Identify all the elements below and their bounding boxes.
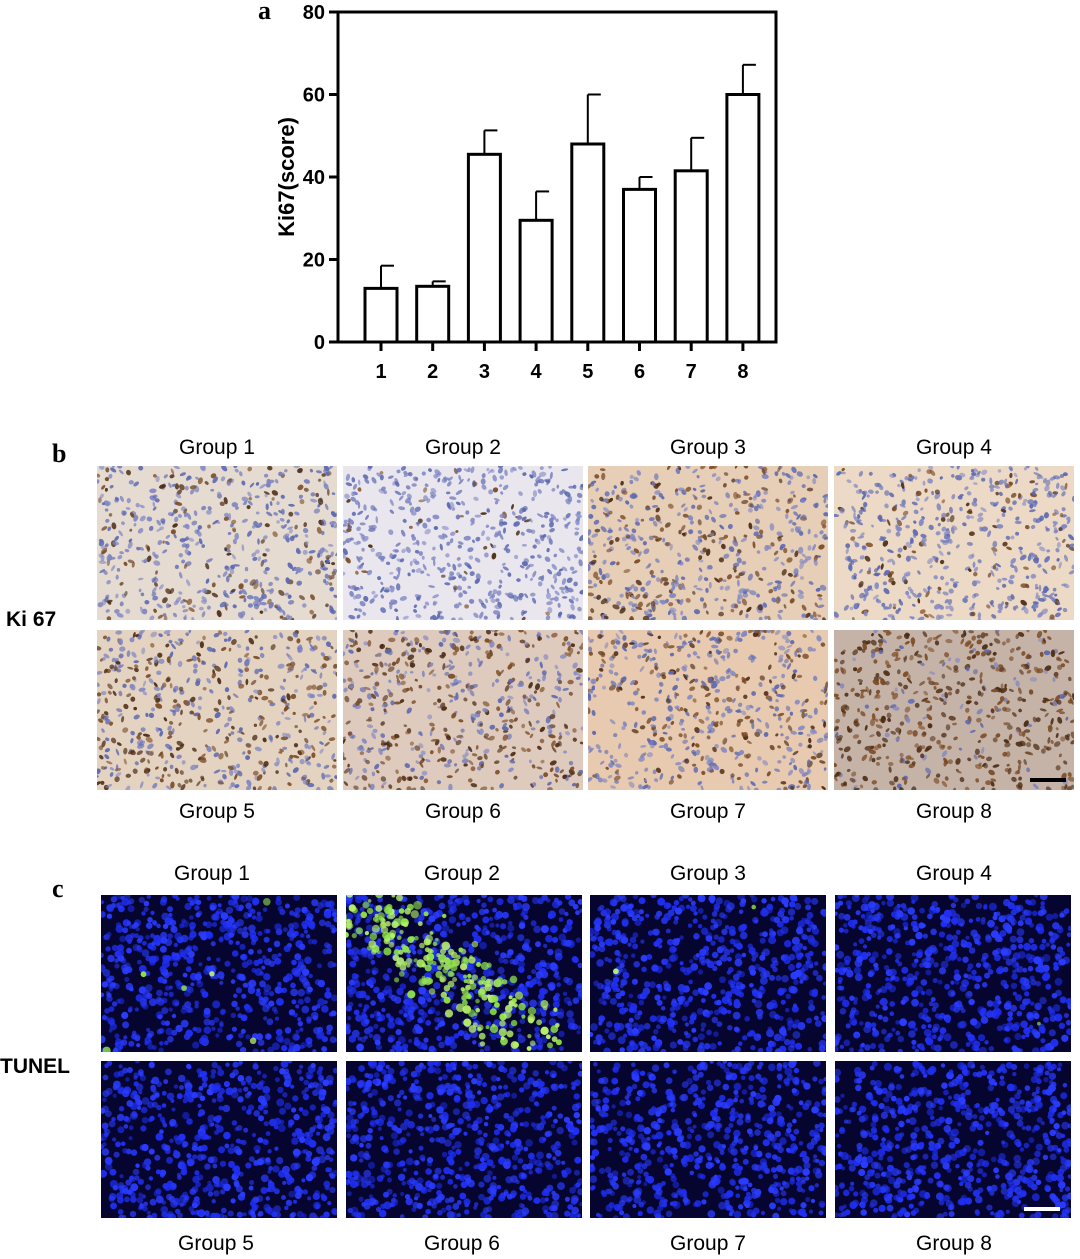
tunel-image-group-6 (346, 1061, 582, 1218)
micrograph-texture (343, 630, 583, 790)
tunel-row-label: TUNEL (0, 1055, 70, 1078)
y-tick-label: 40 (303, 167, 325, 189)
micrograph-texture (588, 630, 828, 790)
x-tick-label: 7 (686, 361, 697, 383)
panel-b-letter: b (52, 439, 67, 468)
micrograph-texture (343, 466, 583, 620)
tunel-image-group-8 (835, 1061, 1071, 1218)
x-tick-label: 3 (479, 361, 490, 383)
fluorescence-texture (346, 895, 582, 1052)
y-tick-label: 80 (303, 2, 325, 24)
tunel-bottom-label-7: Group 7 (670, 1232, 746, 1255)
ki67-bottom-label-7: Group 7 (670, 800, 746, 823)
y-tick-label: 60 (303, 85, 325, 107)
tunel-scale-bar (1024, 1207, 1060, 1211)
tunel-image-group-7 (590, 1061, 826, 1218)
ki67-image-group-3 (588, 466, 828, 620)
chart-frame (336, 10, 778, 344)
x-tick-label: 6 (634, 361, 645, 383)
y-tick-label: 0 (314, 332, 325, 354)
x-tick-label: 1 (375, 361, 386, 383)
tunel-image-group-3 (590, 895, 826, 1052)
fluorescence-texture (101, 1061, 337, 1218)
fluorescence-texture (835, 895, 1071, 1052)
y-tick-label: 20 (303, 250, 325, 272)
ki67-image-group-1 (97, 466, 337, 620)
x-tick-label: 4 (531, 361, 543, 383)
tunel-top-label-1: Group 1 (174, 862, 250, 885)
bar-7 (673, 169, 709, 344)
fluorescence-texture (590, 895, 826, 1052)
micrograph-texture (834, 630, 1074, 790)
ki67-bottom-label-5: Group 5 (179, 800, 255, 823)
micrograph-texture (834, 466, 1074, 620)
ki67-scale-bar (1030, 778, 1066, 782)
tunel-top-label-2: Group 2 (424, 862, 500, 885)
fluorescence-texture (835, 1061, 1071, 1218)
bar-8 (725, 93, 761, 344)
ki67-top-label-4: Group 4 (916, 436, 992, 459)
ki67-image-group-7 (588, 630, 828, 790)
ki67-bar-chart: 0 20 40 60 80 Ki67(score) 1 2 3 4 5 6 7 8 (274, 2, 778, 383)
ki67-image-group-4 (834, 466, 1074, 620)
x-tick-label: 5 (582, 361, 593, 383)
micrograph-texture (97, 466, 337, 620)
micrograph-texture (97, 630, 337, 790)
tunel-bottom-label-8: Group 8 (916, 1232, 992, 1255)
y-axis-label: Ki67(score) (274, 117, 299, 237)
ki67-image-group-2 (343, 466, 583, 620)
bar-1 (363, 286, 399, 344)
panel-a-letter: a (258, 0, 271, 25)
tunel-image-group-5 (101, 1061, 337, 1218)
tunel-top-label-3: Group 3 (670, 862, 746, 885)
ki67-top-label-3: Group 3 (670, 436, 746, 459)
ki67-bottom-label-6: Group 6 (425, 800, 501, 823)
tunel-image-group-2 (346, 895, 582, 1052)
tunel-bottom-label-5: Group 5 (178, 1232, 254, 1255)
micrograph-texture (588, 466, 828, 620)
ki67-row-label: Ki 67 (6, 608, 57, 631)
bar-5 (570, 142, 606, 344)
ki67-bottom-label-8: Group 8 (916, 800, 992, 823)
tunel-image-group-4 (835, 895, 1071, 1052)
ki67-image-group-8 (834, 630, 1074, 790)
fluorescence-texture (101, 895, 337, 1052)
ki67-image-group-6 (343, 630, 583, 790)
fluorescence-texture (346, 1061, 582, 1218)
bar-2 (415, 284, 451, 344)
ki67-image-group-5 (97, 630, 337, 790)
bar-3 (466, 152, 502, 344)
tunel-bottom-label-6: Group 6 (424, 1232, 500, 1255)
fluorescence-texture (590, 1061, 826, 1218)
tunel-top-label-4: Group 4 (916, 862, 992, 885)
x-tick-label: 2 (427, 361, 438, 383)
x-tick-label: 8 (737, 361, 748, 383)
bar-6 (622, 187, 657, 344)
ki67-top-label-2: Group 2 (425, 436, 501, 459)
bar-4 (518, 218, 554, 344)
ki67-top-label-1: Group 1 (179, 436, 255, 459)
panel-c-letter: c (52, 874, 64, 903)
tunel-image-group-1 (101, 895, 337, 1052)
